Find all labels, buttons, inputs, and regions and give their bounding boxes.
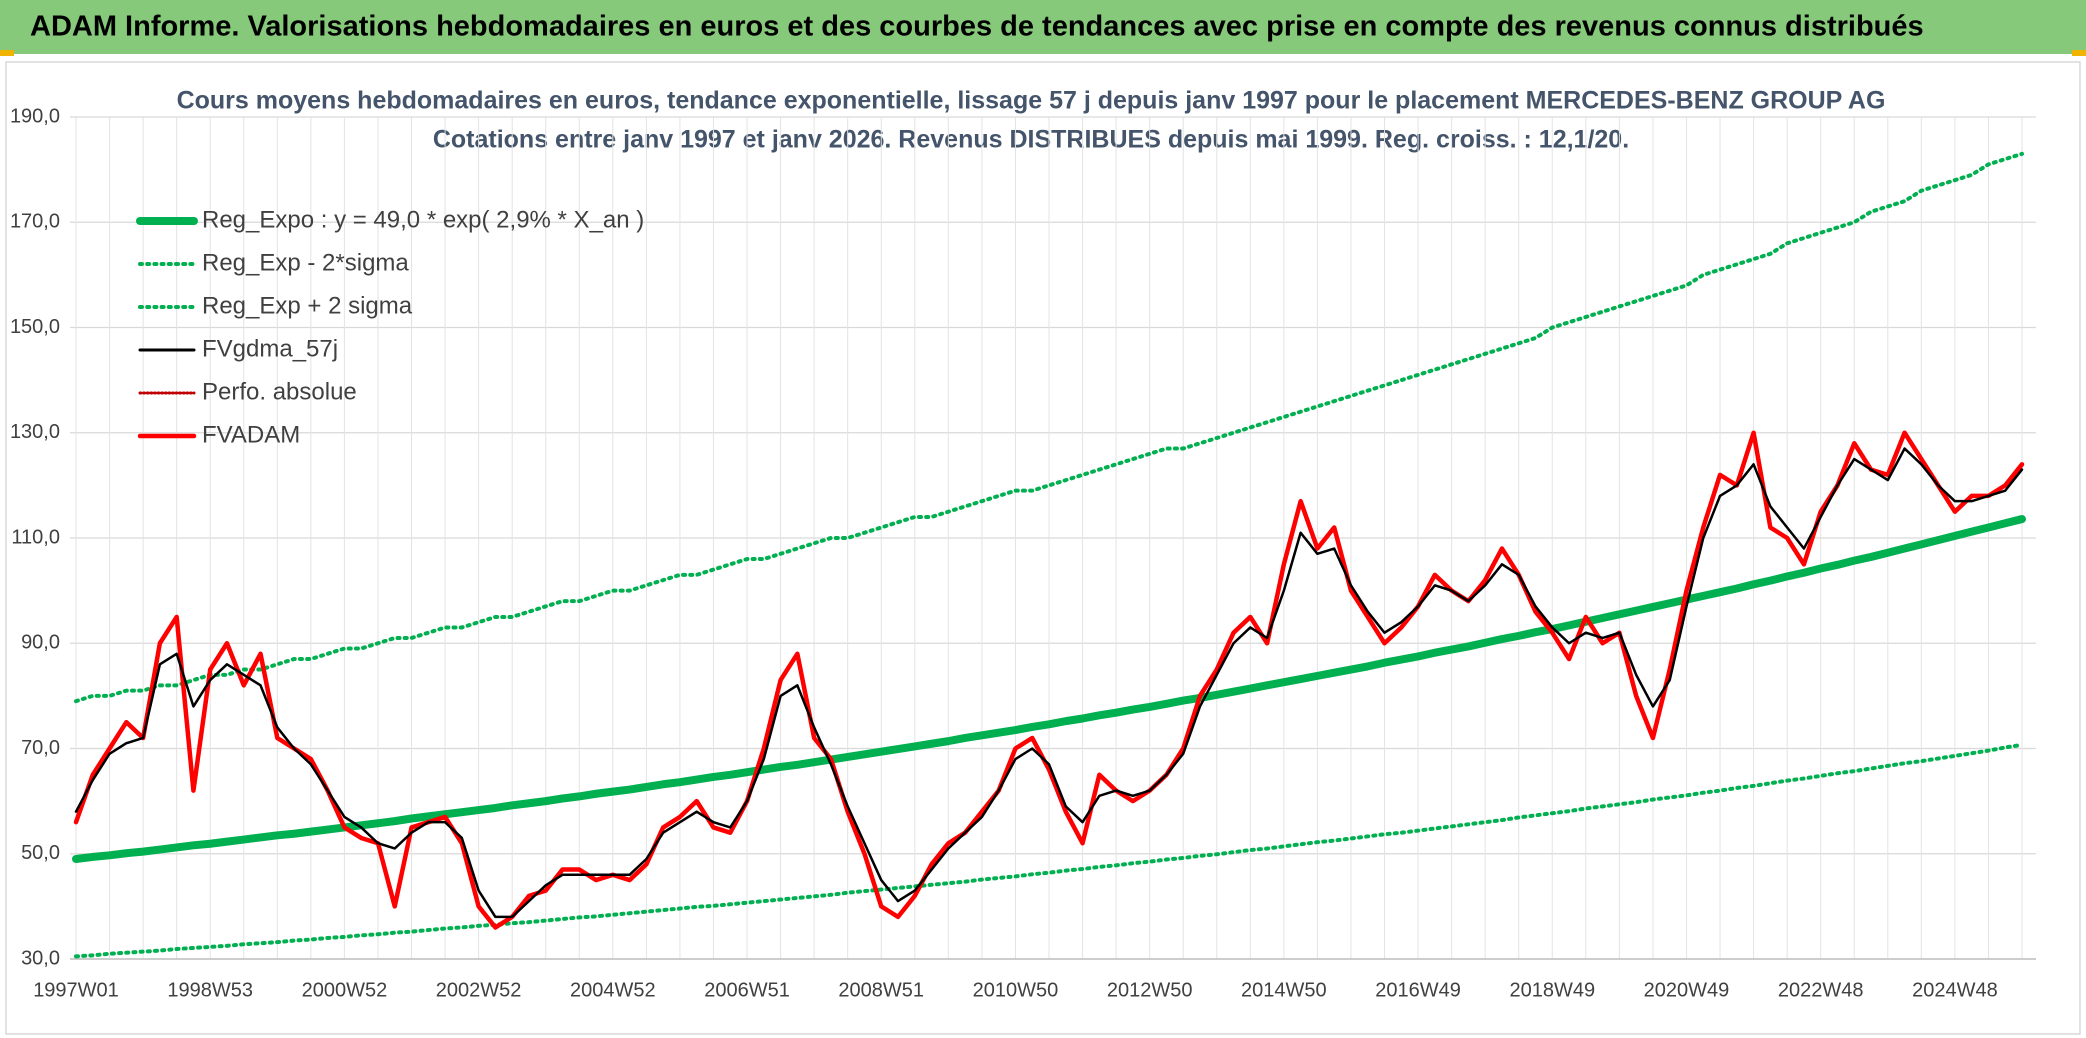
legend: Reg_Expo : y = 49,0 * exp( 2,9% * X_an )… xyxy=(136,206,644,448)
x-tick-label: 2014W50 xyxy=(1241,979,1327,1001)
x-tick-label: 2022W48 xyxy=(1778,979,1864,1001)
legend-label: Reg_Exp + 2 sigma xyxy=(202,292,413,319)
chart-title: Cours moyens hebdomadaires en euros, ten… xyxy=(177,87,1886,115)
x-tick-label: 2020W49 xyxy=(1644,979,1730,1001)
series-line xyxy=(73,430,2025,930)
plot xyxy=(72,151,2026,959)
x-tick-label: 2006W51 xyxy=(704,979,790,1001)
y-tick-label: 30,0 xyxy=(21,947,60,969)
y-tick-label: 50,0 xyxy=(21,842,60,864)
x-tick-label: 2016W49 xyxy=(1375,979,1461,1001)
grid: 30,0 50,0 70,0 90,0 110,0 130,0 150,0 170,0 190,… xyxy=(10,105,2036,1001)
x-tick-label: 1998W53 xyxy=(167,979,253,1001)
x-tick-label: 2008W51 xyxy=(838,979,924,1001)
x-tick-label: 2012W50 xyxy=(1107,979,1193,1001)
y-tick-label: 190,0 xyxy=(10,105,60,127)
series-line xyxy=(74,151,2024,704)
legend-label: FVgdma_57j xyxy=(202,335,338,362)
title-bar xyxy=(0,0,2086,54)
x-tick-label: 2002W52 xyxy=(436,979,522,1001)
y-tick-label: 130,0 xyxy=(10,421,60,443)
legend-label: Reg_Expo : y = 49,0 * exp( 2,9% * X_an ) xyxy=(202,206,644,233)
x-tick-label: 1997W01 xyxy=(33,979,119,1001)
legend-label: Reg_Exp - 2*sigma xyxy=(202,249,409,276)
y-tick-label: 110,0 xyxy=(11,526,60,548)
corner-mark xyxy=(0,50,14,56)
x-tick-label: 2018W49 xyxy=(1509,979,1595,1001)
legend-label: FVADAM xyxy=(202,421,300,448)
page-title: ADAM Informe. Valorisations hebdomadaire… xyxy=(30,11,1924,43)
series-line xyxy=(74,742,2024,959)
y-tick-label: 70,0 xyxy=(21,737,60,759)
x-tick-label: 2024W48 xyxy=(1912,979,1998,1001)
corner-mark xyxy=(2072,50,2086,56)
series-line xyxy=(72,515,2026,864)
x-tick-label: 2004W52 xyxy=(570,979,656,1001)
chart-subtitle: Cotations entre janv 1997 et janv 2026. … xyxy=(433,126,1629,154)
x-tick-label: 2010W50 xyxy=(973,979,1059,1001)
chart-border xyxy=(5,61,2081,1035)
series-line xyxy=(74,447,2024,919)
y-tick-label: 170,0 xyxy=(10,211,60,233)
x-tick-label: 2000W52 xyxy=(302,979,388,1001)
legend-label: Perfo. absolue xyxy=(202,378,357,405)
y-tick-label: 90,0 xyxy=(21,632,60,654)
y-tick-label: 150,0 xyxy=(10,316,60,338)
